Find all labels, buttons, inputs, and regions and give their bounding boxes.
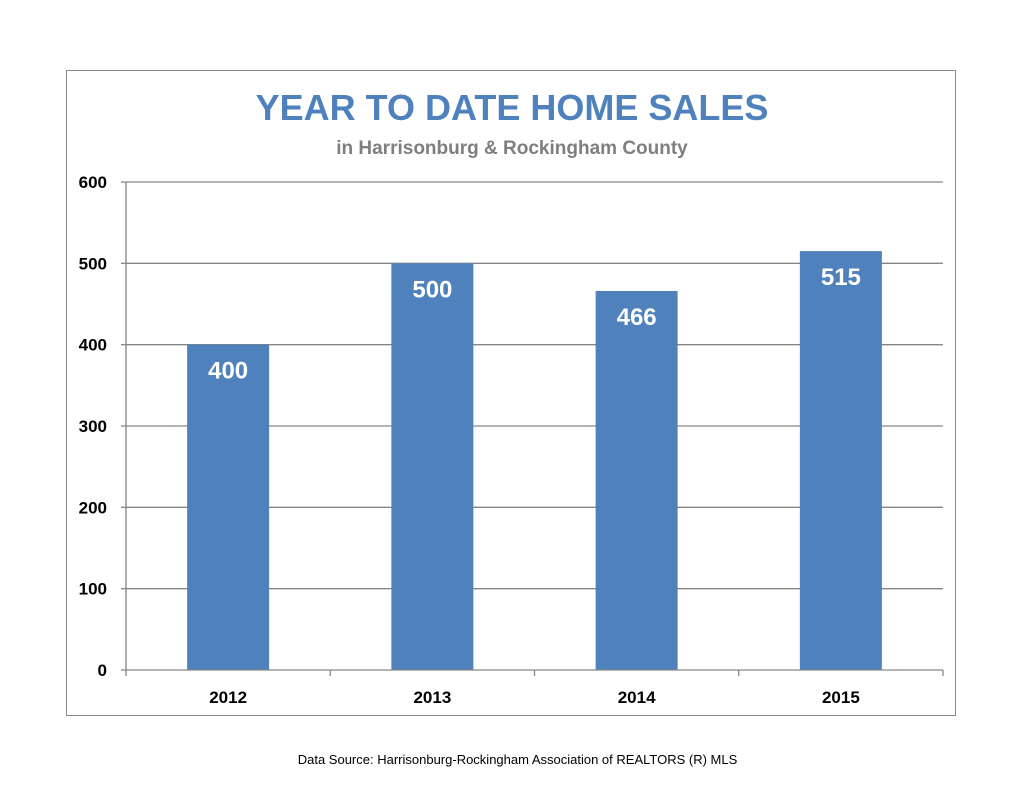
axes — [121, 181, 944, 676]
chart-subtitle: in Harrisonburg & Rockingham County — [336, 138, 688, 159]
bar-2015 — [799, 251, 882, 670]
y-tick-label: 200 — [79, 498, 107, 517]
data-source-note: Data Source: Harrisonburg-Rockingham Ass… — [297, 752, 738, 767]
y-tick-label: 300 — [79, 417, 107, 436]
bar-2014 — [595, 290, 678, 670]
chart-title: YEAR TO DATE HOME SALES — [256, 87, 769, 128]
labels: 0 100 200 300 400 500 600 400 2012 500 2013 466 2014… — [79, 173, 861, 707]
y-tick-label: 0 — [98, 661, 107, 680]
x-tick-label: 2013 — [413, 688, 451, 707]
data-label: 515 — [821, 264, 861, 291]
chart-frame: YEAR TO DATE HOME SALES in Harrisonburg … — [66, 70, 956, 716]
data-label: 400 — [208, 358, 248, 385]
bars — [187, 251, 882, 670]
y-tick-label: 600 — [79, 173, 107, 192]
data-label: 466 — [617, 304, 657, 331]
bar-2013 — [391, 263, 474, 670]
x-tick-label: 2014 — [618, 688, 656, 707]
y-tick-label: 100 — [79, 580, 107, 599]
bar-chart: YEAR TO DATE HOME SALES in Harrisonburg … — [79, 87, 944, 707]
x-tick-label: 2015 — [822, 688, 860, 707]
y-tick-label: 400 — [79, 336, 107, 355]
x-tick-label: 2012 — [209, 688, 247, 707]
data-label: 500 — [412, 276, 452, 303]
bar-2012 — [187, 344, 270, 670]
y-tick-label: 500 — [79, 254, 107, 273]
